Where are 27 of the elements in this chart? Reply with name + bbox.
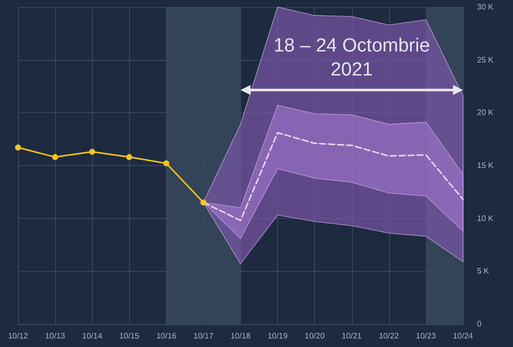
- y-tick-label: 20 K: [477, 108, 494, 118]
- point: [15, 144, 21, 151]
- x-tick-label: 10/21: [342, 332, 362, 340]
- y-tick-label: 10 K: [477, 214, 494, 223]
- point: [200, 199, 206, 206]
- point: [52, 154, 58, 160]
- x-tick-label: 10/17: [193, 332, 214, 340]
- x-tick-label: 10/20: [304, 332, 326, 340]
- y-tick-label: 15 K: [477, 161, 494, 170]
- x-tick-label: 10/12: [8, 332, 29, 340]
- annotation: 18 – 24 Octombrie 2021: [274, 36, 430, 80]
- x-tick-label: 10/24: [452, 332, 474, 340]
- y-tick-label: 30 K: [477, 2, 494, 12]
- point: [126, 154, 132, 160]
- x-tick-label: 10/16: [156, 332, 177, 340]
- x-tick-label: 10/14: [82, 332, 103, 340]
- x-tick-label: 10/22: [378, 332, 400, 340]
- point: [163, 160, 170, 166]
- x-tick-label: 10/18: [230, 332, 252, 340]
- y-tick-label: 5 K: [477, 266, 490, 276]
- y-tick-label: 25 K: [477, 55, 494, 64]
- y-tick-label: 0: [477, 320, 482, 328]
- x-tick-label: 10/15: [119, 332, 140, 340]
- x-tick-label: 10/13: [45, 332, 66, 340]
- x-tick-label: 10/19: [268, 332, 288, 340]
- point: [89, 148, 96, 155]
- x-tick-label: 10/23: [416, 332, 436, 340]
